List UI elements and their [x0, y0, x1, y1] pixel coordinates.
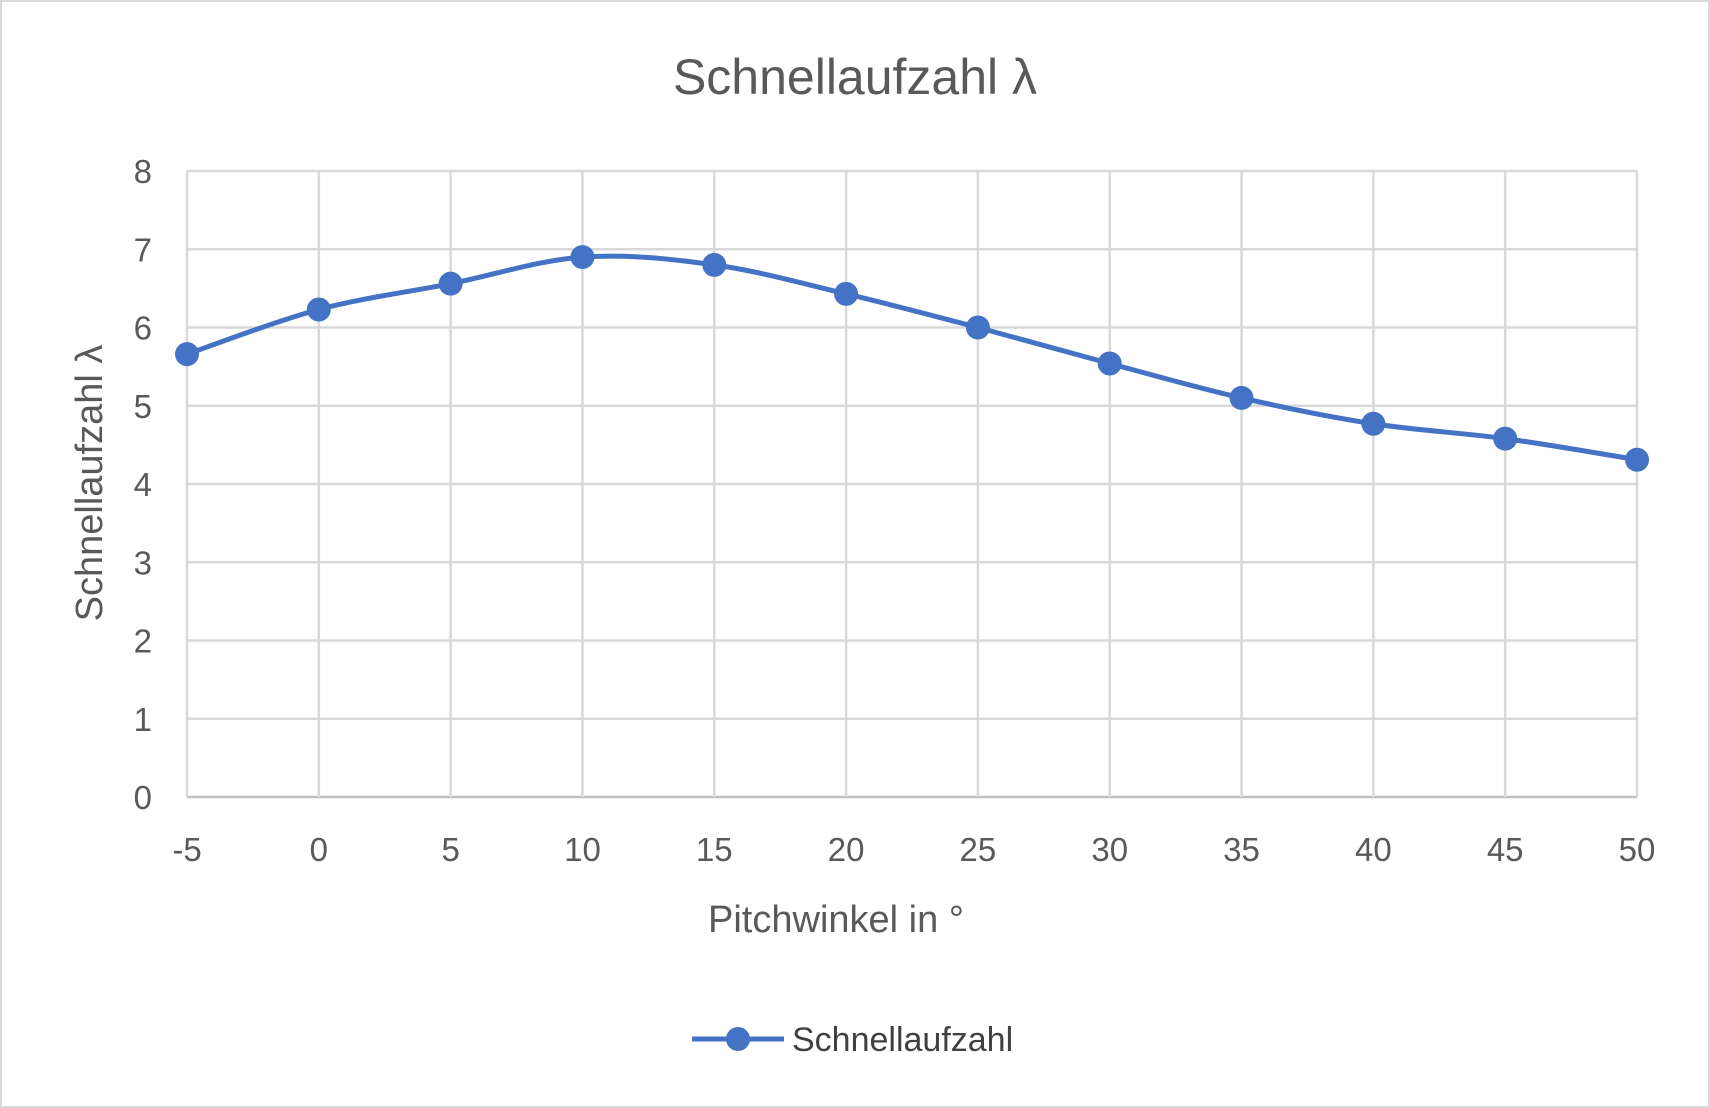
series-schnellaufzahl [175, 245, 1649, 472]
data-point [438, 271, 463, 296]
x-tick-label: 0 [310, 831, 328, 868]
x-tick-label: 20 [828, 831, 865, 868]
y-tick-label: 7 [134, 231, 152, 268]
x-tick-label: 40 [1355, 831, 1392, 868]
x-tick-label: 30 [1091, 831, 1128, 868]
data-point [570, 245, 595, 270]
x-tick-label: 5 [441, 831, 459, 868]
legend: Schnellaufzahl [692, 1021, 1013, 1059]
y-tick-label: 2 [134, 623, 152, 660]
data-point [1097, 351, 1122, 376]
data-point [306, 297, 331, 322]
y-tick-label: 6 [134, 310, 152, 347]
x-tick-labels: -5 0 5 10 15 20 25 30 35 40 45 50 [172, 831, 1655, 868]
data-point [965, 315, 990, 340]
data-point [1625, 447, 1649, 472]
data-point [702, 252, 727, 277]
x-tick-label: -5 [172, 831, 201, 868]
legend-label: Schnellaufzahl [792, 1021, 1013, 1059]
series-line [184, 253, 1640, 463]
data-point [175, 342, 199, 367]
x-tick-label: 50 [1619, 831, 1656, 868]
y-tick-label: 0 [134, 779, 152, 816]
y-tick-label: 3 [134, 544, 152, 581]
x-axis-title: Pitchwinkel in ° [708, 899, 964, 941]
x-tick-label: 25 [960, 831, 997, 868]
y-tick-label: 4 [134, 466, 152, 503]
legend-marker [726, 1027, 750, 1051]
y-axis-title: Schnellaufzahl λ [69, 345, 111, 622]
x-tick-label: 15 [696, 831, 733, 868]
data-point [1493, 426, 1518, 451]
chart-title: Schnellaufzahl λ [673, 49, 1037, 105]
y-tick-label: 1 [134, 701, 152, 738]
data-point [1229, 385, 1254, 410]
y-tick-label: 8 [134, 153, 152, 190]
y-tick-labels: 0 1 2 3 4 5 6 7 8 [134, 153, 152, 816]
data-point [1361, 411, 1386, 436]
grid [185, 169, 1639, 799]
x-tick-label: 45 [1487, 831, 1524, 868]
x-tick-label: 10 [564, 831, 601, 868]
data-point [834, 281, 859, 306]
y-tick-label: 5 [134, 388, 152, 425]
x-tick-label: 35 [1223, 831, 1260, 868]
